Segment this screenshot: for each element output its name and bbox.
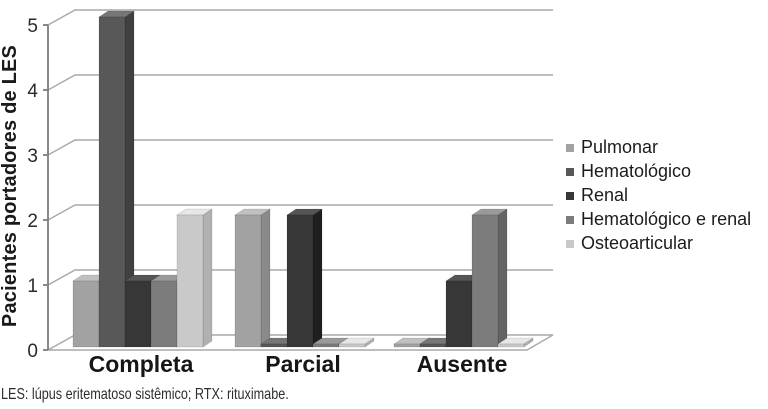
legend-swatch [566, 168, 574, 176]
legend: Pulmonar Hematológico Renal Hematológico e … [566, 138, 751, 258]
legend-swatch [566, 144, 574, 152]
legend-swatch [566, 192, 574, 200]
bar [471, 214, 499, 348]
gridline [47, 204, 553, 221]
gridline [47, 9, 553, 26]
x-category-label: Parcial [265, 351, 340, 377]
y-tick-label: 4 [27, 81, 38, 102]
bar [260, 343, 288, 348]
x-category-label: Ausente [417, 351, 508, 377]
bar [419, 343, 447, 348]
legend-item: Pulmonar [566, 138, 751, 157]
y-tick-label: 0 [27, 341, 38, 362]
legend-label: Osteoarticular [581, 233, 694, 253]
gridline [47, 139, 553, 156]
bar [176, 214, 204, 348]
figure-caption: LES: lúpus eritematoso sistêmico; RTX: r… [1, 386, 289, 403]
legend-label: Hematológico e renal [581, 209, 752, 229]
gridline [47, 74, 553, 91]
bar-side [497, 208, 508, 348]
legend-swatch [566, 216, 574, 224]
bar [393, 343, 421, 348]
bar [124, 280, 152, 348]
gridline [47, 269, 553, 286]
legend-item: Hematológico [566, 162, 751, 181]
bar-side [312, 208, 323, 348]
bar [497, 343, 525, 348]
bar [312, 343, 340, 348]
legend-label: Pulmonar [581, 137, 659, 157]
y-tick-label: 2 [27, 211, 38, 232]
legend-item: Renal [566, 186, 751, 205]
y-tick-label: 5 [27, 16, 38, 37]
floor-edge [48, 334, 554, 351]
bar [98, 16, 126, 348]
bar [286, 214, 314, 348]
bar [234, 214, 262, 348]
bar [72, 280, 100, 348]
bar [445, 280, 473, 348]
y-axis-title: Pacientes portadores de LES [0, 44, 21, 328]
bar-side [260, 208, 271, 348]
bar [150, 280, 178, 348]
y-tick-label: 1 [27, 276, 38, 297]
x-category-label: Completa [89, 351, 194, 377]
bar [338, 343, 366, 348]
y-tick-label: 3 [27, 146, 38, 167]
legend-item: Hematológico e renal [566, 210, 751, 229]
legend-item: Osteoarticular [566, 234, 751, 253]
legend-label: Renal [581, 185, 629, 205]
legend-label: Hematológico [581, 161, 692, 181]
legend-swatch [566, 240, 574, 248]
bar-side [202, 208, 213, 348]
